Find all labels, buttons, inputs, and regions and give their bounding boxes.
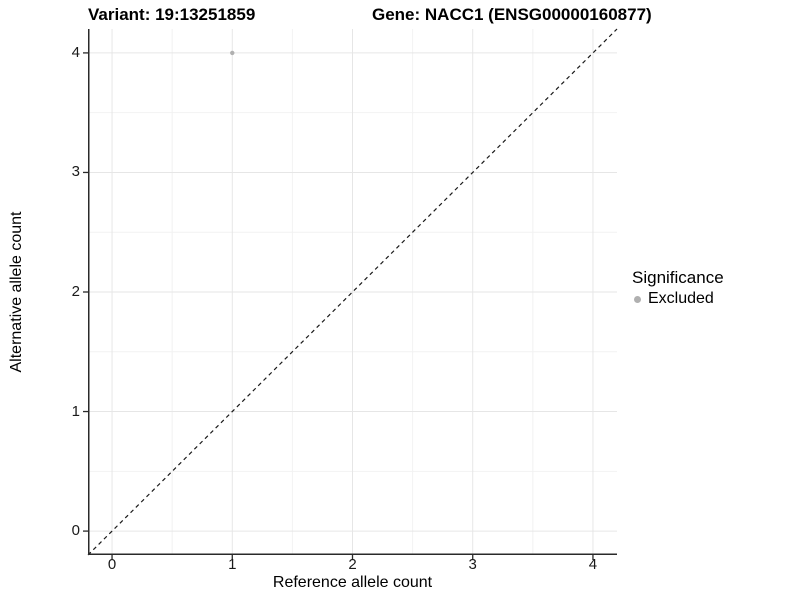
x-tick-label: 2: [348, 556, 357, 573]
x-tick-label: 1: [228, 556, 237, 573]
y-tick-label: 4: [71, 43, 80, 61]
y-tick-label: 1: [71, 402, 80, 420]
x-tick-label: 4: [588, 556, 598, 573]
legend-entry-label: Excluded: [648, 290, 714, 307]
legend: Significance Excluded: [632, 268, 724, 308]
gene-title: Gene: NACC1 (ENSG00000160877): [372, 5, 652, 24]
y-tick-label: 3: [71, 163, 80, 181]
x-axis-title: Reference allele count: [272, 574, 433, 591]
y-tick-label: 2: [71, 283, 80, 300]
variant-title: Variant: 19:13251859: [88, 5, 256, 24]
x-tick-label: 0: [107, 556, 117, 573]
y-axis-title: Alternative allele count: [8, 211, 25, 373]
plot-svg: [83, 28, 618, 560]
legend-title: Significance: [632, 268, 724, 287]
legend-entry: Excluded: [632, 290, 724, 308]
y-tick-label: 0: [71, 522, 80, 540]
legend-point-icon: [632, 291, 648, 308]
data-point: [230, 50, 235, 56]
plot-panel: [83, 28, 618, 560]
legend-entries: Excluded: [632, 290, 724, 308]
x-tick-label: 3: [468, 556, 477, 573]
